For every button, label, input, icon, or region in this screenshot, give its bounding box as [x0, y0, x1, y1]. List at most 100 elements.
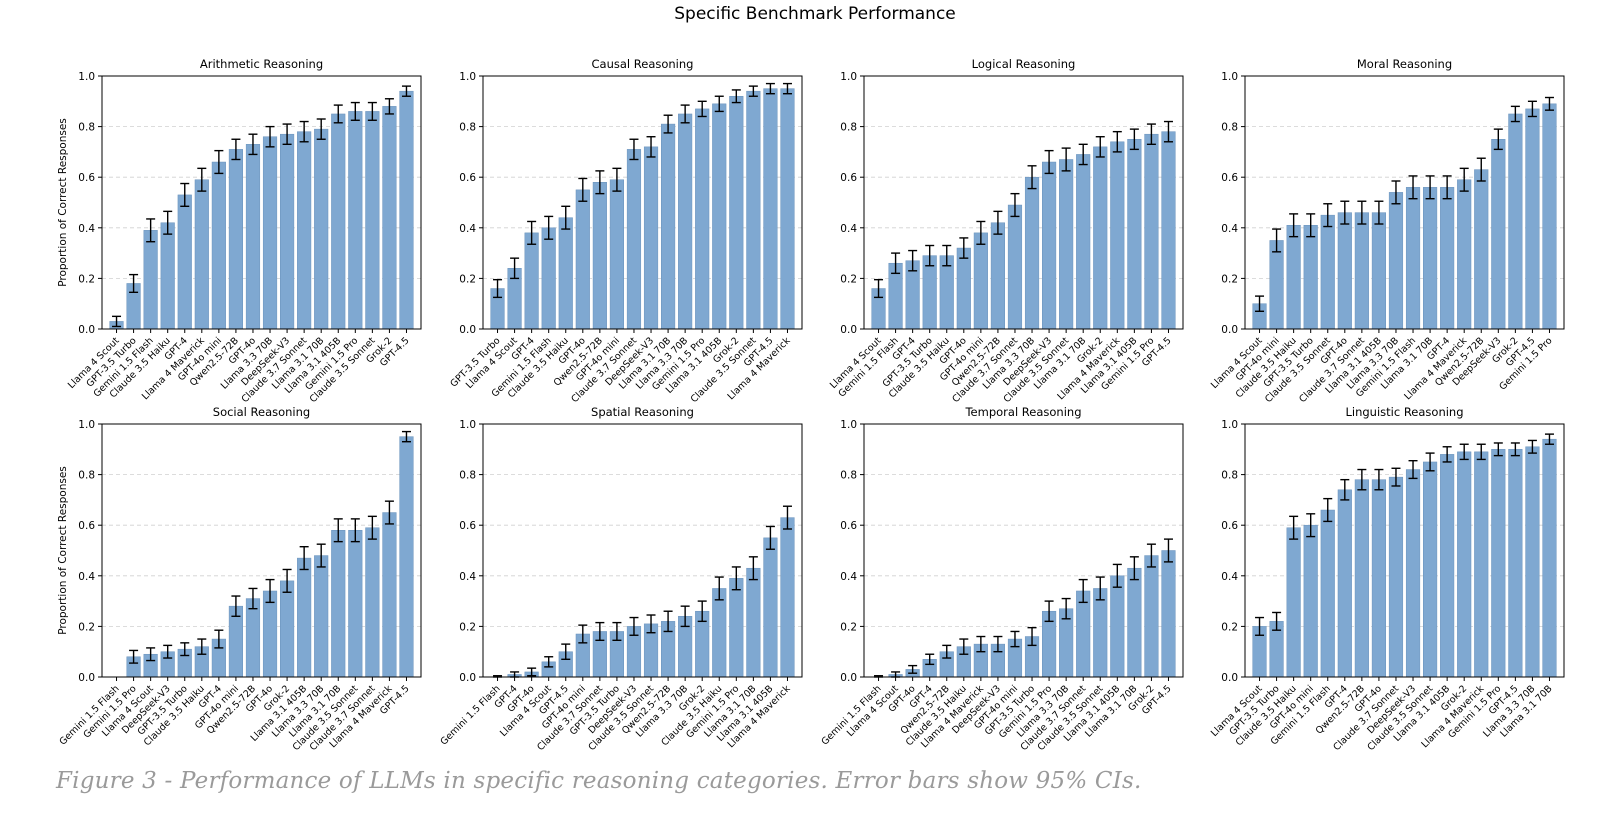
- chart-title: Causal Reasoning: [592, 57, 694, 71]
- bar: [780, 517, 795, 678]
- bar: [1371, 479, 1386, 678]
- chart-title: Linguistic Reasoning: [1345, 405, 1463, 419]
- y-tick-label: 0.4: [840, 571, 857, 583]
- bar: [194, 179, 209, 330]
- bar: [1303, 524, 1318, 678]
- bar: [643, 146, 659, 330]
- bar: [1525, 446, 1540, 678]
- bar: [1269, 240, 1284, 330]
- bar: [365, 111, 380, 330]
- bar: [1144, 555, 1159, 678]
- bar: [1093, 146, 1108, 330]
- chart-title: Social Reasoning: [213, 405, 310, 419]
- bar: [1161, 131, 1176, 330]
- bar: [1440, 454, 1455, 678]
- bar: [1354, 212, 1369, 330]
- y-axis-label: Proportion of Correct Responses: [57, 118, 69, 287]
- bar: [678, 113, 693, 330]
- y-tick-label: 0.6: [78, 172, 95, 184]
- chart-title: Temporal Reasoning: [964, 405, 1081, 419]
- bar: [1525, 108, 1540, 330]
- bar: [746, 90, 761, 330]
- bar: [990, 222, 1005, 330]
- y-tick-label: 0.2: [459, 621, 476, 633]
- bar: [1286, 225, 1301, 330]
- bar: [592, 182, 607, 330]
- figure-caption: Figure 3 - Performance of LLMs in specif…: [56, 768, 1142, 794]
- y-tick-label: 0.2: [78, 273, 95, 285]
- y-tick-label: 0.2: [1221, 273, 1238, 285]
- bar: [348, 530, 363, 678]
- y-tick-label: 0.8: [840, 122, 857, 134]
- bar: [1508, 449, 1523, 678]
- bar: [1491, 139, 1506, 330]
- bar: [575, 189, 590, 330]
- bar: [382, 106, 397, 330]
- bar: [177, 194, 192, 330]
- bar: [1144, 133, 1159, 330]
- y-tick-label: 0.0: [459, 324, 476, 336]
- bar: [348, 111, 363, 330]
- bar: [524, 232, 539, 330]
- chart-title: Logical Reasoning: [972, 57, 1076, 71]
- bar: [1320, 214, 1335, 330]
- bar: [661, 123, 676, 330]
- bar: [331, 530, 346, 678]
- bar: [365, 527, 380, 678]
- y-tick-label: 0.4: [78, 571, 95, 583]
- bar: [712, 103, 727, 330]
- y-tick-label: 0.2: [1221, 621, 1238, 633]
- axes-frame: [101, 75, 422, 330]
- bar: [382, 512, 397, 678]
- chart-title: Moral Reasoning: [1357, 57, 1452, 71]
- bar: [1491, 449, 1506, 678]
- bar: [399, 436, 414, 678]
- bar: [245, 144, 261, 330]
- bar: [1405, 469, 1421, 678]
- bar: [1474, 451, 1489, 678]
- chart-title: Arithmetic Reasoning: [200, 57, 323, 71]
- y-tick-label: 0.0: [840, 324, 857, 336]
- axes-frame: [482, 75, 803, 330]
- bar: [280, 133, 295, 330]
- y-tick-label: 1.0: [78, 71, 95, 83]
- y-tick-label: 0.2: [459, 273, 476, 285]
- y-tick-label: 0.8: [78, 470, 95, 482]
- y-axis-label: Proportion of Correct Responses: [57, 466, 69, 635]
- bar: [1423, 187, 1438, 330]
- y-tick-label: 1.0: [840, 71, 857, 83]
- bar: [609, 179, 624, 330]
- y-tick-label: 0.2: [840, 621, 857, 633]
- bar: [297, 131, 312, 330]
- bar: [1354, 479, 1369, 678]
- bar: [729, 95, 744, 330]
- bar: [729, 578, 744, 678]
- bar: [331, 113, 346, 330]
- bar: [939, 255, 954, 330]
- bar: [922, 255, 937, 330]
- axes-frame: [1244, 75, 1565, 330]
- y-tick-label: 0.6: [1221, 520, 1238, 532]
- bar: [1093, 588, 1108, 678]
- bar: [280, 580, 295, 678]
- bar: [746, 567, 761, 678]
- bar: [1286, 527, 1301, 678]
- bar: [245, 598, 261, 678]
- bar: [956, 247, 971, 330]
- bar: [1388, 192, 1404, 330]
- bar: [1161, 550, 1176, 678]
- bar: [314, 555, 329, 678]
- y-tick-label: 0.4: [1221, 223, 1238, 235]
- y-tick-label: 0.0: [78, 324, 95, 336]
- bar: [1371, 212, 1386, 330]
- bar: [314, 128, 329, 330]
- bar: [399, 90, 414, 330]
